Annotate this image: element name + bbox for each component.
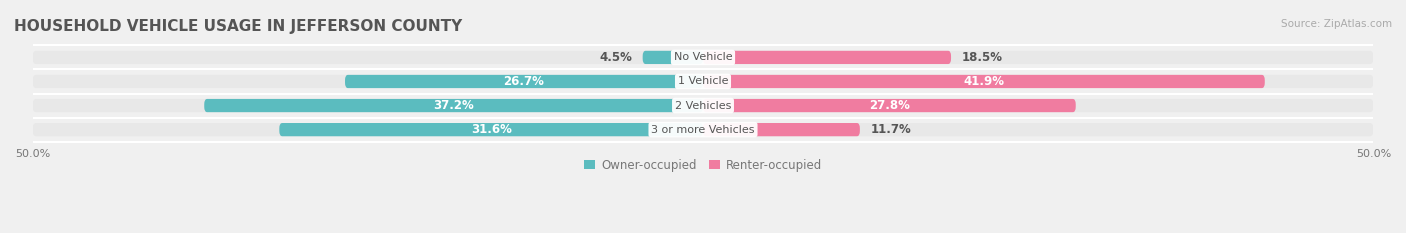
FancyBboxPatch shape bbox=[32, 51, 1374, 64]
FancyBboxPatch shape bbox=[703, 51, 950, 64]
FancyBboxPatch shape bbox=[643, 51, 703, 64]
Text: 31.6%: 31.6% bbox=[471, 123, 512, 136]
FancyBboxPatch shape bbox=[280, 123, 703, 136]
FancyBboxPatch shape bbox=[703, 123, 860, 136]
Text: 4.5%: 4.5% bbox=[599, 51, 631, 64]
Text: No Vehicle: No Vehicle bbox=[673, 52, 733, 62]
FancyBboxPatch shape bbox=[703, 99, 1076, 112]
FancyBboxPatch shape bbox=[703, 75, 1265, 88]
Text: 41.9%: 41.9% bbox=[963, 75, 1004, 88]
Text: 11.7%: 11.7% bbox=[870, 123, 911, 136]
Text: 18.5%: 18.5% bbox=[962, 51, 1002, 64]
FancyBboxPatch shape bbox=[32, 123, 1374, 136]
Text: 2 Vehicles: 2 Vehicles bbox=[675, 101, 731, 110]
FancyBboxPatch shape bbox=[204, 99, 703, 112]
Text: 37.2%: 37.2% bbox=[433, 99, 474, 112]
Text: 1 Vehicle: 1 Vehicle bbox=[678, 76, 728, 86]
FancyBboxPatch shape bbox=[32, 99, 1374, 112]
FancyBboxPatch shape bbox=[32, 75, 1374, 88]
Text: 27.8%: 27.8% bbox=[869, 99, 910, 112]
Text: HOUSEHOLD VEHICLE USAGE IN JEFFERSON COUNTY: HOUSEHOLD VEHICLE USAGE IN JEFFERSON COU… bbox=[14, 19, 463, 34]
Text: Source: ZipAtlas.com: Source: ZipAtlas.com bbox=[1281, 19, 1392, 29]
Text: 3 or more Vehicles: 3 or more Vehicles bbox=[651, 125, 755, 135]
FancyBboxPatch shape bbox=[344, 75, 703, 88]
Legend: Owner-occupied, Renter-occupied: Owner-occupied, Renter-occupied bbox=[579, 154, 827, 177]
Text: 26.7%: 26.7% bbox=[503, 75, 544, 88]
